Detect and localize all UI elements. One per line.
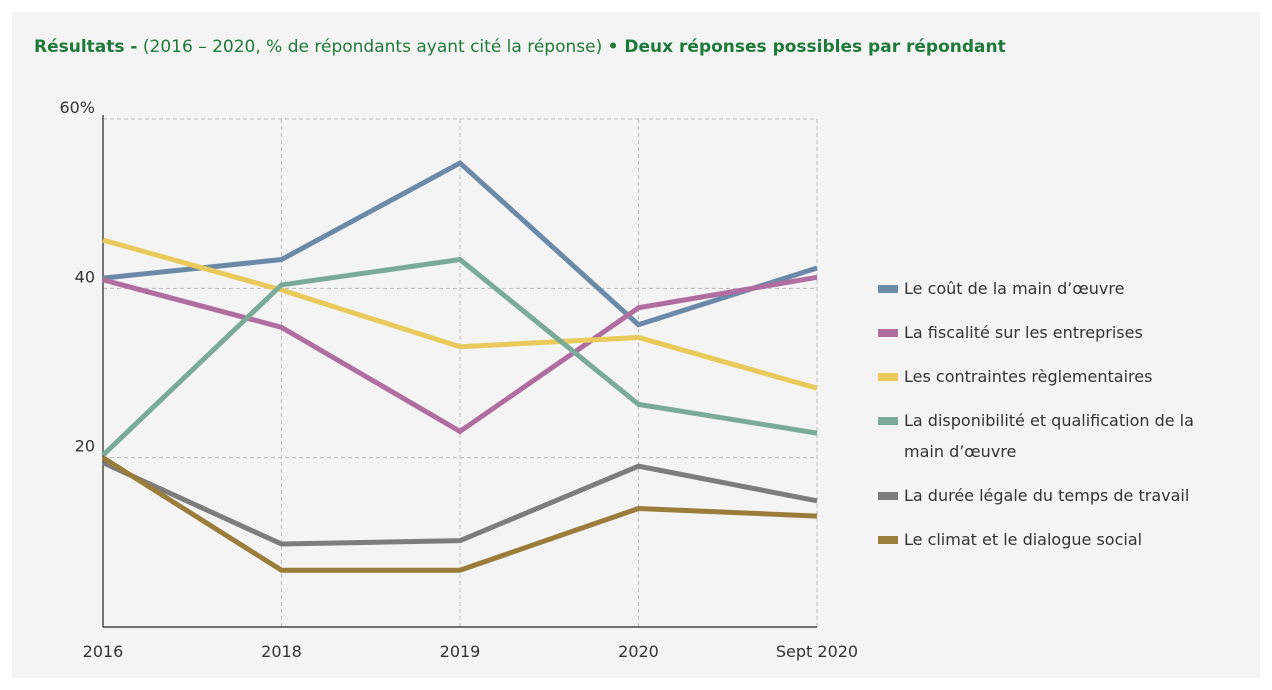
chart-title: Résultats - (2016 – 2020, % de répondant…: [34, 37, 1006, 57]
series-line: [102, 274, 818, 435]
legend-item: Le climat et le dialogue social: [878, 524, 1238, 555]
legend-item: Le coût de la main d’œuvre: [878, 273, 1238, 304]
legend-swatch: [878, 492, 898, 500]
legend-label: La disponibilité et qualification de la …: [904, 411, 1194, 461]
series-line: [102, 237, 818, 391]
subtitle: (2016 – 2020, % de répondants ayant cité…: [143, 37, 602, 57]
x-tick-label: 2018: [261, 642, 302, 661]
y-tick-label: 20: [75, 437, 95, 456]
legend-label: Les contraintes règlementaires: [904, 367, 1153, 386]
legend-swatch: [878, 329, 898, 337]
title: Résultats -: [34, 37, 138, 57]
x-tick-label: 2016: [83, 642, 124, 661]
legend-label: Le climat et le dialogue social: [904, 530, 1143, 549]
legend-swatch: [878, 536, 898, 544]
legend-swatch: [878, 373, 898, 381]
legend-item: Les contraintes règlementaires: [878, 361, 1238, 392]
x-tick-label: Sept 2020: [776, 642, 858, 661]
series-line: [101, 256, 818, 457]
x-tick-label: 2019: [440, 642, 481, 661]
legend-label: Le coût de la main d’œuvre: [904, 279, 1125, 298]
y-tick-label: 60%: [59, 98, 95, 117]
legend-label: La durée légale du temps de travail: [904, 486, 1190, 505]
series-line: [102, 159, 818, 328]
legend-label: La fiscalité sur les entreprises: [904, 323, 1143, 342]
legend: Le coût de la main d’œuvre La fiscalité s…: [878, 273, 1238, 568]
legend-item: La durée légale du temps de travail: [878, 480, 1238, 511]
legend-item: La disponibilité et qualification de la …: [878, 405, 1238, 467]
note: • Deux réponses possibles par répondant: [608, 37, 1006, 57]
y-tick-label: 40: [75, 267, 95, 286]
series-line: [101, 460, 818, 547]
legend-item: La fiscalité sur les entreprises: [878, 317, 1238, 348]
x-tick-label: 2020: [618, 642, 659, 661]
series-line: [101, 455, 818, 573]
legend-swatch: [878, 285, 898, 293]
legend-swatch: [878, 417, 898, 425]
